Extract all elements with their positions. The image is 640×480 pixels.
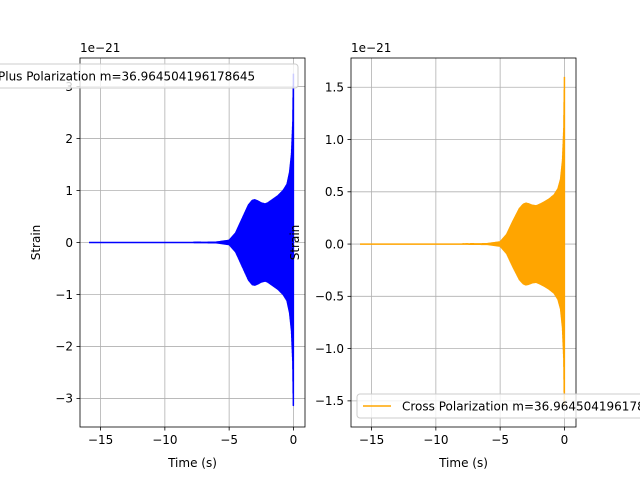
y-tick-label: −1.5 (315, 394, 344, 408)
y-tick-label: −2 (55, 340, 73, 354)
x-tick-label: −15 (359, 433, 384, 447)
y-tick-label: 1 (65, 184, 73, 198)
x-tick-label: 0 (561, 433, 569, 447)
cross-y-axis-label: Strain (288, 225, 302, 261)
cross-polarization-axes: −15 −10 −5 0−1.5−1.0−0.50.00.51.01.5 1e−21 … (288, 41, 640, 470)
plus-y-offset-text: 1e−21 (80, 41, 120, 55)
cross-waveform-line (359, 76, 566, 406)
y-tick-label: 1.5 (325, 81, 344, 95)
cross-ticks: −15 −10 −5 0 −1.5 −1.0 −0.5 0.0 0.5 1.0 1.5 (315, 81, 568, 447)
x-tick-label: −5 (220, 433, 238, 447)
cross-x-axis-label: Time (s) (438, 456, 488, 470)
x-tick-label: −10 (152, 433, 177, 447)
x-tick-label: −10 (423, 433, 448, 447)
cross-legend: Cross Polarization m=36.964504196178645 (356, 393, 640, 419)
plus-polarization-axes: −15−10−50−3−2−10123 1e−21 Time (s) Strai… (0, 41, 306, 470)
plus-waveform-line (88, 73, 295, 407)
cross-legend-label: Cross Polarization m=36.964504196178645 (402, 400, 640, 414)
cross-axes-frame (350, 57, 577, 428)
y-tick-label: −1 (55, 288, 73, 302)
y-tick-label: −1.0 (315, 342, 344, 356)
plus-legend-box (0, 63, 299, 89)
plus-legend-label: Plus Polarization m=36.964504196178645 (0, 70, 255, 84)
y-tick-label: 1.0 (325, 133, 344, 147)
plus-legend: Plus Polarization m=36.964504196178645 (0, 63, 299, 89)
y-tick-label: −0.5 (315, 290, 344, 304)
y-tick-label: −3 (55, 392, 73, 406)
cross-plot-area (359, 76, 566, 406)
y-tick-label: 0.0 (325, 237, 344, 251)
cross-y-offset-text: 1e−21 (351, 41, 391, 55)
x-tick-label: 0 (290, 433, 298, 447)
plus-plot-area (88, 73, 295, 407)
y-tick-label: 0.5 (325, 185, 344, 199)
y-tick-label: 2 (65, 132, 73, 146)
x-tick-label: −15 (88, 433, 113, 447)
x-tick-label: −5 (491, 433, 509, 447)
plus-y-axis-label: Strain (29, 225, 43, 261)
plus-x-axis-label: Time (s) (167, 456, 217, 470)
cross-legend-box (356, 393, 640, 419)
y-tick-label: 0 (65, 236, 73, 250)
